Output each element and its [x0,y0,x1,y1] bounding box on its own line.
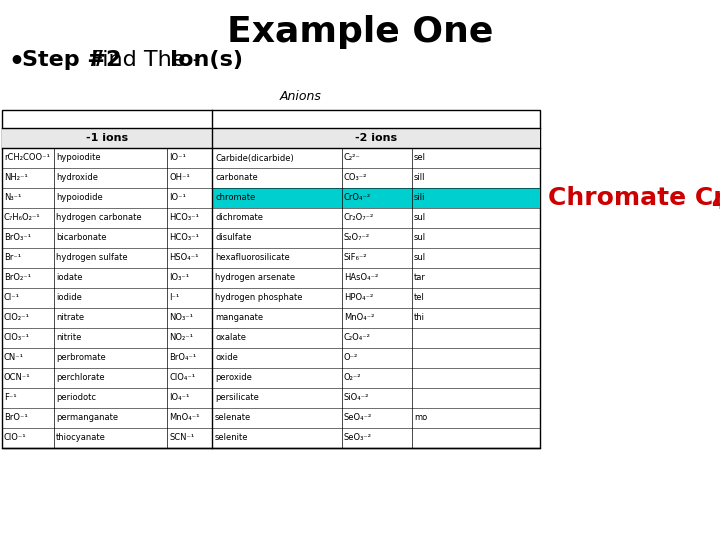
Text: IO⁻¹: IO⁻¹ [169,193,186,202]
Text: O⁻²: O⁻² [344,354,359,362]
Text: BrO₂⁻¹: BrO₂⁻¹ [4,273,31,282]
Text: S₂O₇⁻²: S₂O₇⁻² [344,233,370,242]
Text: ClO₂⁻¹: ClO₂⁻¹ [4,314,30,322]
Text: 4: 4 [711,193,720,213]
Text: CO₃⁻²: CO₃⁻² [344,173,367,183]
Text: hydroxide: hydroxide [56,173,98,183]
Text: Ion(s): Ion(s) [170,50,243,70]
Text: SCN⁻¹: SCN⁻¹ [169,434,194,442]
Text: -1 ions: -1 ions [86,133,128,143]
Text: perchlorate: perchlorate [56,374,104,382]
Text: perbromate: perbromate [56,354,106,362]
Text: NO₂⁻¹: NO₂⁻¹ [169,334,193,342]
Text: disulfate: disulfate [215,233,251,242]
Bar [2,128,212,148]
Text: selenite: selenite [215,434,248,442]
Text: ClO₄⁻¹: ClO₄⁻¹ [169,374,195,382]
Text: periodotc: periodotc [56,394,96,402]
Text: SiO₄⁻²: SiO₄⁻² [344,394,369,402]
Text: HSO₄⁻¹: HSO₄⁻¹ [169,253,199,262]
Text: SeO₃⁻²: SeO₃⁻² [344,434,372,442]
Text: IO₃⁻¹: IO₃⁻¹ [169,273,189,282]
Text: iodide: iodide [56,294,82,302]
Bar [212,128,540,148]
Text: dichromate: dichromate [215,213,263,222]
Text: C₇H₆O₂⁻¹: C₇H₆O₂⁻¹ [4,213,40,222]
Text: SeO₄⁻²: SeO₄⁻² [344,414,372,422]
Text: sul: sul [414,233,426,242]
Text: Cl⁻¹: Cl⁻¹ [4,294,20,302]
Text: sili: sili [414,193,426,202]
Text: sill: sill [414,173,426,183]
Text: NH₂⁻¹: NH₂⁻¹ [4,173,28,183]
Text: permanganate: permanganate [56,414,118,422]
Text: hypoiodite: hypoiodite [56,153,101,163]
Text: O₂⁻²: O₂⁻² [344,374,361,382]
Text: CrO₄⁻²: CrO₄⁻² [344,193,371,202]
Text: -2 ions: -2 ions [355,133,397,143]
Text: nitrite: nitrite [56,334,81,342]
Text: chromate: chromate [215,193,256,202]
Text: ClO₃⁻¹: ClO₃⁻¹ [4,334,30,342]
Text: sul: sul [414,213,426,222]
Text: hypoiodide: hypoiodide [56,193,103,202]
Text: C₂O₄⁻²: C₂O₄⁻² [344,334,371,342]
Text: iodate: iodate [56,273,83,282]
Text: C₂²⁻: C₂²⁻ [344,153,361,163]
Text: thi: thi [414,314,425,322]
Text: Cr₂O₇⁻²: Cr₂O₇⁻² [344,213,374,222]
Text: OCN⁻¹: OCN⁻¹ [4,374,31,382]
Text: hydrogen sulfate: hydrogen sulfate [56,253,127,262]
Text: tar: tar [414,273,426,282]
Text: SiF₆⁻²: SiF₆⁻² [344,253,367,262]
Text: Find The -: Find The - [84,50,208,70]
Text: HPO₄⁻²: HPO₄⁻² [344,294,373,302]
Text: oxalate: oxalate [215,334,246,342]
Text: selenate: selenate [215,414,251,422]
Text: BrO₃⁻¹: BrO₃⁻¹ [4,233,31,242]
Text: •: • [8,50,24,74]
Text: thiocyanate: thiocyanate [56,434,106,442]
Text: sul: sul [414,253,426,262]
Text: BrO₄⁻¹: BrO₄⁻¹ [169,354,197,362]
Text: oxide: oxide [215,354,238,362]
Text: MnO₄⁻²: MnO₄⁻² [344,314,374,322]
Text: rCH₂COO⁻¹: rCH₂COO⁻¹ [4,153,50,163]
Text: hydrogen phosphate: hydrogen phosphate [215,294,302,302]
Text: Carbide(dicarbide): Carbide(dicarbide) [215,153,294,163]
Text: manganate: manganate [215,314,263,322]
Text: F⁻¹: F⁻¹ [4,394,17,402]
Text: tel: tel [414,294,425,302]
Text: sel: sel [414,153,426,163]
Text: bicarbonate: bicarbonate [56,233,107,242]
Text: Anions: Anions [280,90,322,103]
Text: peroxide: peroxide [215,374,252,382]
Text: MnO₄⁻¹: MnO₄⁻¹ [169,414,199,422]
Text: hydrogen arsenate: hydrogen arsenate [215,273,295,282]
Text: I⁻¹: I⁻¹ [169,294,179,302]
Text: persilicate: persilicate [215,394,259,402]
Text: Br⁻¹: Br⁻¹ [4,253,21,262]
Text: BrO⁻¹: BrO⁻¹ [4,414,28,422]
Text: IO₄⁻¹: IO₄⁻¹ [169,394,189,402]
Text: Step #2: Step #2 [22,50,122,70]
Text: hexafluorosilicate: hexafluorosilicate [215,253,289,262]
Text: OH⁻¹: OH⁻¹ [169,173,190,183]
Text: N₃⁻¹: N₃⁻¹ [4,193,22,202]
Bar [212,188,540,208]
Bar [2,110,540,448]
Text: IO⁻¹: IO⁻¹ [169,153,186,163]
Text: hydrogen carbonate: hydrogen carbonate [56,213,142,222]
Text: mo: mo [414,414,427,422]
Text: HCO₃⁻¹: HCO₃⁻¹ [169,233,199,242]
Text: HAsO₄⁻²: HAsO₄⁻² [344,273,378,282]
Text: nitrate: nitrate [56,314,84,322]
Text: Example One: Example One [227,15,493,49]
Text: CN⁻¹: CN⁻¹ [4,354,24,362]
Text: HCO₃⁻¹: HCO₃⁻¹ [169,213,199,222]
Text: NO₃⁻¹: NO₃⁻¹ [169,314,193,322]
Text: carbonate: carbonate [215,173,258,183]
Text: ClO⁻¹: ClO⁻¹ [4,434,27,442]
Text: Chromate CrO: Chromate CrO [548,186,720,210]
